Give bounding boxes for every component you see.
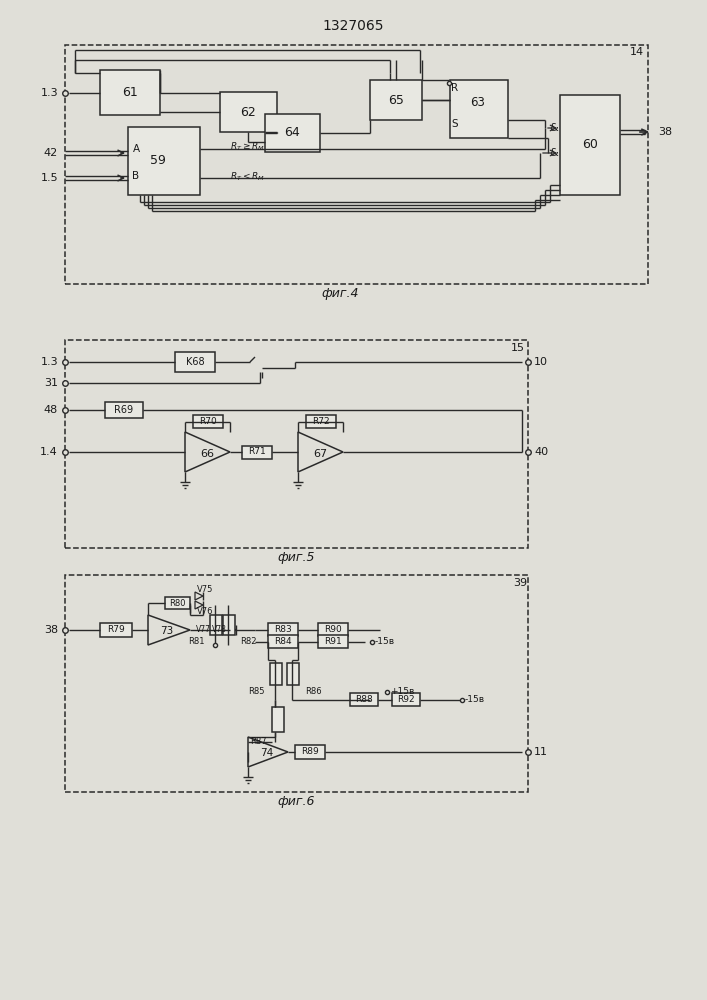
Text: S: S: [452, 119, 458, 129]
Bar: [370, 80, 422, 120]
Text: 60: 60: [582, 138, 598, 151]
Bar: [65, 45, 648, 284]
Text: 38: 38: [44, 625, 58, 635]
Bar: [287, 663, 299, 685]
Bar: [193, 415, 223, 428]
Text: R88: R88: [355, 694, 373, 704]
Text: 40: 40: [534, 447, 548, 457]
Text: &: &: [549, 123, 559, 133]
Text: 15: 15: [511, 343, 525, 353]
Bar: [268, 635, 298, 648]
Text: 74: 74: [260, 748, 274, 758]
Bar: [268, 623, 298, 636]
Text: A: A: [132, 144, 139, 154]
Text: R89: R89: [301, 748, 319, 756]
Text: R86: R86: [305, 688, 322, 696]
Text: V77: V77: [196, 626, 211, 635]
Text: R: R: [452, 83, 459, 93]
Text: -15в: -15в: [465, 696, 485, 704]
Text: 31: 31: [44, 378, 58, 388]
Text: R84: R84: [274, 637, 292, 646]
Text: $R_T \geq R_M$: $R_T \geq R_M$: [230, 141, 265, 153]
Text: 1.4: 1.4: [40, 447, 58, 457]
Text: K68: K68: [186, 357, 204, 367]
Text: -15в: -15в: [375, 638, 395, 647]
Text: 64: 64: [284, 126, 300, 139]
Text: R70: R70: [199, 416, 217, 426]
Text: R72: R72: [312, 416, 329, 426]
Bar: [392, 693, 420, 706]
Text: 38: 38: [658, 127, 672, 137]
Bar: [223, 615, 235, 635]
Bar: [100, 623, 132, 637]
Bar: [175, 352, 215, 372]
Bar: [65, 340, 528, 548]
Bar: [272, 707, 284, 732]
Text: 66: 66: [200, 449, 214, 459]
Text: 1.3: 1.3: [40, 88, 58, 98]
Bar: [318, 635, 348, 648]
Text: +15в: +15в: [390, 688, 414, 696]
Bar: [265, 114, 320, 152]
Text: 67: 67: [313, 449, 327, 459]
Text: фиг.6: фиг.6: [277, 794, 315, 808]
Text: 62: 62: [240, 105, 256, 118]
Text: R82: R82: [240, 638, 257, 647]
Text: 1.3: 1.3: [40, 357, 58, 367]
Bar: [295, 745, 325, 759]
Text: $R_T < R_M$: $R_T < R_M$: [230, 171, 265, 183]
Bar: [450, 80, 508, 138]
Bar: [242, 446, 272, 459]
Text: R69: R69: [115, 405, 134, 415]
Text: V78: V78: [212, 626, 227, 635]
Text: фиг.4: фиг.4: [321, 288, 358, 300]
Text: R71: R71: [248, 448, 266, 456]
Text: 11: 11: [534, 747, 548, 757]
Text: 48: 48: [44, 405, 58, 415]
Text: 39: 39: [513, 578, 527, 588]
Bar: [306, 415, 336, 428]
Bar: [128, 127, 200, 195]
Text: R90: R90: [324, 624, 342, 634]
Bar: [165, 597, 190, 609]
Bar: [270, 663, 282, 685]
Bar: [105, 402, 143, 418]
Bar: [318, 623, 348, 636]
Text: фиг.5: фиг.5: [277, 550, 315, 564]
Text: R85: R85: [248, 688, 265, 696]
Bar: [220, 92, 277, 132]
Text: 10: 10: [534, 357, 548, 367]
Text: 42: 42: [44, 148, 58, 158]
Text: B: B: [132, 171, 139, 181]
Text: 1327065: 1327065: [322, 19, 384, 33]
Text: R81: R81: [189, 638, 205, 647]
Text: V75: V75: [197, 584, 214, 593]
Text: 63: 63: [471, 96, 486, 108]
Bar: [210, 615, 222, 635]
Text: R80: R80: [169, 598, 185, 607]
Text: &: &: [549, 148, 559, 158]
Text: 14: 14: [630, 47, 644, 57]
Text: 59: 59: [150, 154, 166, 167]
Bar: [100, 70, 160, 115]
Text: 1.5: 1.5: [40, 173, 58, 183]
Text: 61: 61: [122, 87, 138, 100]
Text: R91: R91: [324, 637, 342, 646]
Text: R92: R92: [397, 694, 415, 704]
Bar: [350, 693, 378, 706]
Text: R87: R87: [250, 738, 267, 746]
Text: R83: R83: [274, 624, 292, 634]
Text: 73: 73: [160, 626, 174, 636]
Text: R79: R79: [107, 626, 125, 635]
Bar: [560, 95, 620, 195]
Bar: [65, 575, 528, 792]
Text: 65: 65: [388, 94, 404, 106]
Text: V76: V76: [197, 606, 214, 615]
